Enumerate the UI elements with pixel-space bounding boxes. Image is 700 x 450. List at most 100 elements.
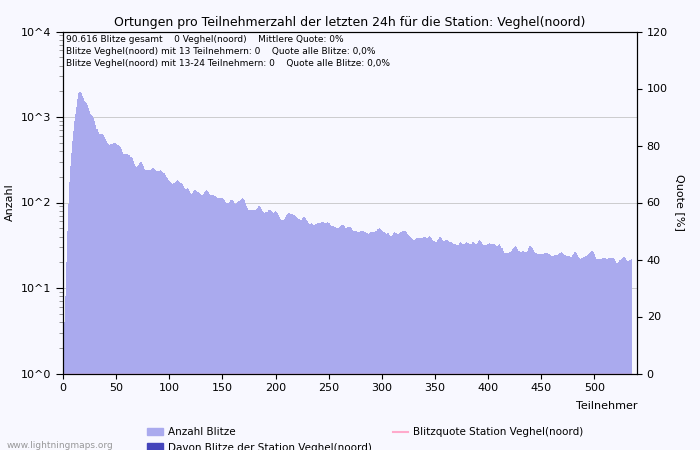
Bar bbox=[172, 184, 173, 450]
Bar bbox=[210, 194, 211, 450]
Bar bbox=[212, 195, 214, 450]
Bar bbox=[109, 144, 111, 450]
Bar bbox=[349, 227, 351, 450]
Bar bbox=[440, 237, 441, 450]
Bar bbox=[122, 152, 123, 450]
Bar bbox=[354, 231, 355, 450]
Bar bbox=[137, 166, 138, 450]
Bar bbox=[622, 258, 623, 450]
Bar bbox=[587, 254, 589, 450]
Bar bbox=[369, 233, 370, 450]
Bar bbox=[90, 113, 91, 450]
Bar bbox=[140, 162, 141, 450]
Bar bbox=[527, 251, 528, 450]
Bar bbox=[452, 243, 453, 450]
Bar bbox=[359, 232, 360, 450]
Bar bbox=[529, 246, 530, 450]
Bar bbox=[291, 214, 292, 450]
Bar bbox=[514, 247, 515, 450]
Bar bbox=[536, 253, 537, 450]
Bar bbox=[277, 213, 279, 450]
Bar bbox=[473, 242, 474, 450]
Bar bbox=[463, 244, 464, 450]
Bar bbox=[272, 212, 273, 450]
Bar bbox=[631, 259, 632, 450]
Bar bbox=[258, 206, 259, 450]
Bar bbox=[609, 258, 610, 450]
Bar bbox=[392, 235, 393, 450]
Bar bbox=[438, 238, 439, 450]
Bar bbox=[477, 243, 478, 450]
Bar bbox=[389, 234, 390, 450]
Bar bbox=[556, 255, 557, 450]
Bar bbox=[499, 244, 500, 450]
Bar bbox=[597, 260, 598, 450]
Bar bbox=[142, 164, 144, 450]
Bar bbox=[393, 233, 394, 450]
Bar bbox=[330, 225, 331, 450]
Bar bbox=[570, 256, 572, 450]
Bar bbox=[179, 182, 181, 450]
Bar bbox=[576, 253, 577, 450]
Bar bbox=[464, 244, 466, 450]
Bar bbox=[624, 257, 625, 450]
Bar bbox=[169, 181, 170, 450]
Bar bbox=[251, 211, 252, 450]
Bar bbox=[328, 223, 329, 450]
Bar bbox=[390, 236, 391, 450]
Bar bbox=[244, 201, 245, 450]
Bar bbox=[426, 238, 427, 450]
Bar bbox=[509, 252, 510, 450]
Bar bbox=[589, 252, 591, 450]
Bar bbox=[293, 215, 294, 450]
Bar bbox=[73, 131, 74, 450]
Bar bbox=[160, 171, 161, 450]
Bar bbox=[507, 252, 508, 450]
Bar bbox=[497, 246, 498, 450]
Bar bbox=[89, 112, 90, 450]
Bar bbox=[105, 139, 106, 450]
Bar bbox=[603, 258, 605, 450]
Bar bbox=[488, 243, 489, 450]
Bar bbox=[425, 238, 426, 450]
Bar bbox=[629, 261, 630, 450]
Bar bbox=[92, 116, 93, 450]
Bar bbox=[174, 183, 175, 450]
Bar bbox=[322, 222, 323, 450]
Bar bbox=[404, 231, 405, 450]
Bar bbox=[554, 255, 556, 450]
Bar bbox=[339, 227, 340, 450]
Bar bbox=[250, 211, 251, 450]
Bar bbox=[594, 254, 595, 450]
Bar bbox=[202, 195, 203, 450]
Bar bbox=[630, 260, 631, 450]
Bar bbox=[176, 180, 177, 450]
Bar bbox=[192, 193, 193, 450]
Bar bbox=[416, 238, 417, 450]
Bar bbox=[442, 240, 443, 450]
Bar bbox=[318, 223, 320, 450]
Bar bbox=[414, 240, 415, 450]
Bar bbox=[615, 261, 616, 450]
Bar bbox=[373, 232, 374, 450]
Bar bbox=[102, 134, 103, 450]
Bar bbox=[341, 225, 342, 450]
Title: Ortungen pro Teilnehmerzahl der letzten 24h für die Station: Veghel(noord): Ortungen pro Teilnehmerzahl der letzten … bbox=[114, 16, 586, 29]
Bar bbox=[201, 195, 202, 450]
Bar bbox=[252, 210, 253, 450]
Bar bbox=[209, 194, 210, 450]
Bar bbox=[443, 241, 444, 450]
Bar bbox=[128, 155, 130, 450]
Bar bbox=[242, 198, 243, 450]
Bar bbox=[376, 230, 377, 450]
Bar bbox=[269, 210, 270, 450]
Bar bbox=[578, 257, 579, 450]
Bar bbox=[281, 220, 283, 450]
Bar bbox=[87, 105, 88, 450]
Bar bbox=[154, 169, 155, 450]
Bar bbox=[566, 256, 568, 450]
Bar bbox=[243, 199, 244, 450]
Bar bbox=[454, 244, 455, 450]
Bar bbox=[86, 103, 87, 450]
Bar bbox=[556, 255, 558, 450]
